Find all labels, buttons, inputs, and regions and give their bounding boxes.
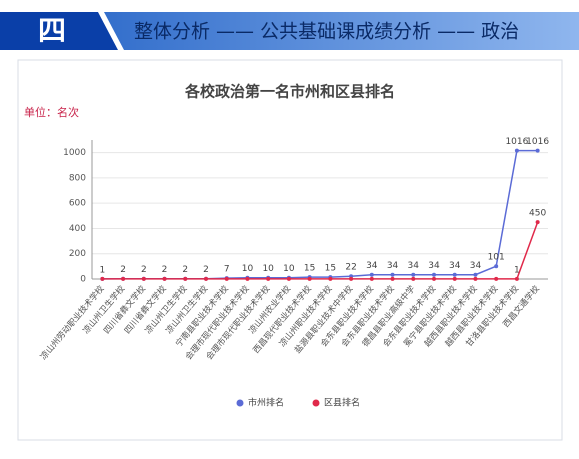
data-label: 2	[182, 265, 188, 275]
point	[204, 276, 208, 281]
data-label: 1	[514, 265, 520, 275]
point	[473, 272, 478, 277]
point	[514, 148, 519, 153]
point	[390, 276, 395, 281]
legend-label: 区县排名	[324, 397, 360, 409]
legend-swatch	[236, 399, 244, 407]
data-label: 34	[408, 261, 420, 271]
point	[245, 276, 250, 281]
point	[473, 276, 478, 281]
data-label: 22	[345, 263, 356, 273]
y-tick-label: 400	[69, 224, 86, 234]
data-label: 15	[325, 264, 336, 274]
point	[390, 272, 395, 277]
data-label: 101	[488, 253, 505, 263]
chart-card	[17, 59, 563, 441]
data-label: 2	[162, 265, 168, 275]
unit-label: 单位：名次	[24, 105, 79, 119]
point	[224, 276, 229, 281]
point	[535, 220, 540, 225]
point	[494, 276, 499, 281]
point	[369, 272, 374, 277]
point	[100, 276, 105, 281]
data-label: 34	[470, 261, 482, 271]
point	[514, 276, 519, 281]
point	[162, 276, 167, 281]
y-tick-label: 600	[69, 199, 86, 209]
data-label: 2	[203, 265, 209, 275]
data-label: 450	[529, 209, 546, 219]
point	[411, 272, 416, 277]
data-label: 34	[428, 261, 440, 271]
data-label: 2	[120, 265, 126, 275]
y-tick-label: 200	[69, 249, 86, 259]
y-tick-label: 800	[69, 173, 86, 183]
point	[432, 272, 436, 277]
data-label: 15	[304, 264, 315, 274]
data-label: 7	[224, 265, 230, 275]
legend-swatch	[312, 399, 320, 407]
point	[369, 276, 374, 281]
point	[494, 264, 499, 269]
legend-label: 市州排名	[248, 397, 284, 409]
data-label: 1	[99, 265, 105, 275]
header-block	[0, 12, 118, 50]
data-label: 2	[141, 265, 147, 275]
data-label: 1016	[526, 137, 549, 147]
data-label: 1016	[505, 137, 528, 147]
point	[432, 276, 436, 281]
y-tick-label: 0	[80, 275, 86, 285]
data-label: 34	[387, 261, 399, 271]
data-label: 34	[449, 261, 461, 271]
point	[141, 276, 146, 281]
point	[328, 276, 333, 281]
data-label: 34	[366, 261, 378, 271]
data-label: 10	[283, 264, 295, 274]
header-stripe	[98, 12, 124, 50]
y-tick-label: 1000	[63, 148, 86, 158]
point	[286, 276, 291, 281]
point	[121, 276, 126, 281]
point	[411, 276, 416, 281]
point	[535, 148, 540, 153]
point	[349, 276, 354, 281]
header-title: 整体分析 —— 公共基础课成绩分析 —— 政治	[134, 21, 519, 43]
point	[307, 276, 312, 281]
data-label: 10	[242, 264, 254, 274]
point	[266, 276, 271, 281]
point	[183, 276, 188, 281]
header-number: 四	[38, 14, 66, 47]
point	[452, 272, 457, 277]
series-line	[102, 221, 539, 280]
chart-title: 各校政治第一名市州和区县排名	[184, 83, 395, 101]
data-label: 10	[262, 264, 274, 274]
point	[452, 276, 457, 281]
